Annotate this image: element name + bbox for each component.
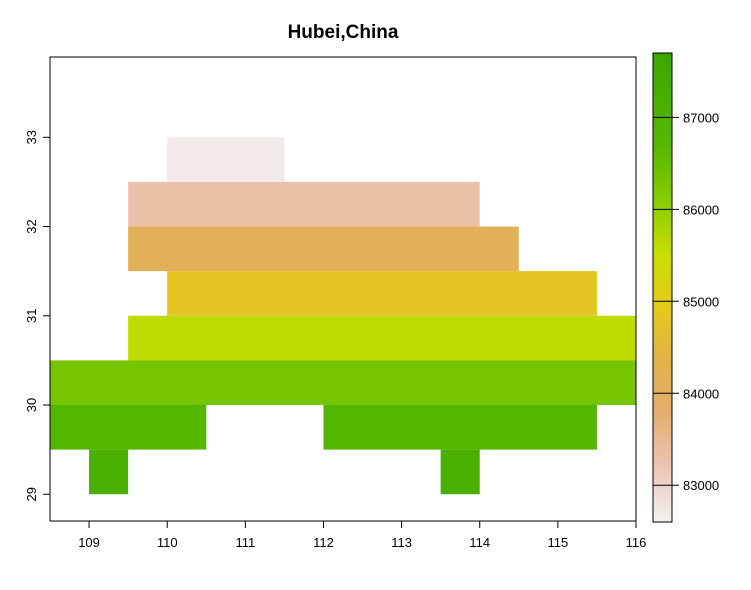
y-tick-label: 30 bbox=[24, 398, 39, 412]
heatmap-cell bbox=[323, 405, 597, 450]
x-tick-label: 110 bbox=[157, 535, 178, 550]
heatmap-cell bbox=[128, 315, 636, 361]
x-tick-label: 111 bbox=[235, 535, 255, 550]
chart-title: Hubei,China bbox=[288, 22, 399, 43]
x-tick-label: 112 bbox=[313, 535, 334, 550]
x-tick-label: 114 bbox=[469, 535, 490, 550]
legend-tick-label: 86000 bbox=[683, 202, 719, 217]
y-tick-label: 31 bbox=[24, 309, 39, 323]
x-axis: 109 110 111 112 113 114 115 116 bbox=[78, 521, 646, 550]
y-tick-label: 32 bbox=[24, 219, 39, 233]
heatmap-cell bbox=[89, 449, 129, 495]
legend-tick-label: 87000 bbox=[683, 110, 719, 125]
heatmap-cell bbox=[128, 181, 480, 227]
heatmap-cell bbox=[440, 449, 480, 495]
y-tick-label: 33 bbox=[24, 130, 39, 144]
x-tick-label: 115 bbox=[547, 535, 568, 550]
heatmap-cell bbox=[167, 271, 597, 316]
legend-tick-label: 85000 bbox=[683, 294, 719, 309]
legend-tick-label: 83000 bbox=[683, 478, 719, 493]
heatmap-cell bbox=[50, 360, 636, 405]
color-legend-ticks: 83000 84000 85000 86000 87000 bbox=[653, 110, 719, 493]
color-legend-bar bbox=[652, 52, 673, 523]
plot-frame bbox=[49, 56, 637, 522]
heatmap-cell bbox=[50, 405, 207, 450]
y-axis: 29 30 31 32 33 bbox=[24, 130, 50, 501]
y-tick-label: 29 bbox=[24, 487, 39, 501]
heatmap-cell bbox=[167, 137, 285, 182]
heatmap-cell bbox=[128, 226, 519, 272]
heatmap-cells bbox=[50, 137, 636, 495]
legend-tick-label: 84000 bbox=[683, 386, 719, 401]
x-tick-label: 113 bbox=[391, 535, 412, 550]
x-tick-label: 109 bbox=[78, 535, 100, 550]
x-tick-label: 116 bbox=[626, 535, 647, 550]
